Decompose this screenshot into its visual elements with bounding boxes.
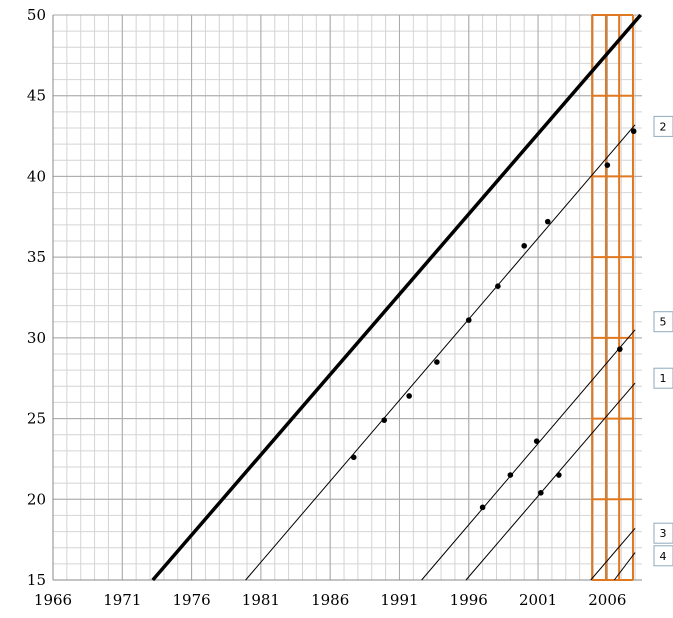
series-line-2 (245, 124, 636, 581)
y-tick-label: 15 (27, 571, 46, 589)
data-point (350, 454, 357, 461)
label-box-frame (653, 115, 673, 137)
data-point (556, 472, 562, 478)
data-point (479, 504, 486, 511)
x-tick-label: 2006 (588, 591, 626, 609)
data-point (617, 346, 623, 352)
y-tick-label: 50 (27, 6, 46, 24)
data-point (495, 283, 501, 290)
data-point (381, 417, 388, 423)
label-box-frame (653, 311, 673, 333)
grid-minor (52, 14, 642, 581)
series-label-box: 4 (653, 545, 673, 567)
x-tick-label: 1986 (311, 591, 349, 609)
x-tick-label: 1976 (172, 591, 210, 609)
data-point (434, 359, 440, 365)
x-tick-label: 1991 (380, 591, 418, 609)
label-box-text: 5 (660, 316, 667, 329)
label-box-text: 4 (660, 550, 667, 563)
y-axis-ticks: 15 20 25 30 35 40 45 50 (27, 6, 46, 589)
label-box-frame (653, 367, 673, 389)
series-label-box: 3 (653, 522, 673, 544)
grid-major (52, 14, 642, 581)
y-tick-label: 25 (27, 410, 46, 428)
data-point (507, 472, 514, 478)
highlight-columns (591, 14, 634, 581)
series-label-box: 1 (653, 367, 673, 389)
y-tick-label: 30 (27, 329, 46, 347)
series-label-box: 5 (653, 311, 673, 333)
label-box-text: 3 (660, 527, 667, 540)
x-tick-label: 1981 (242, 591, 280, 609)
series-line-4 (465, 382, 636, 581)
label-box-text: 1 (660, 372, 667, 385)
label-box-text: 2 (660, 120, 667, 133)
data-point (538, 490, 544, 496)
label-box-frame (653, 522, 673, 544)
series-line-6 (613, 552, 636, 581)
x-axis-ticks: 1966 1971 1976 1981 1986 1991 1996 2001 2006 (34, 591, 627, 609)
data-point (406, 393, 412, 399)
data-point (533, 438, 540, 444)
series-line-3 (421, 329, 636, 581)
x-tick-label: 2001 (519, 591, 557, 609)
label-box-frame (653, 545, 673, 567)
data-point (544, 218, 551, 225)
y-tick-label: 20 (27, 490, 46, 508)
series-group (151, 13, 642, 582)
series-line-1 (151, 13, 642, 582)
y-tick-label: 40 (27, 167, 46, 185)
data-point (521, 243, 527, 249)
series-labels: 2 5 1 3 4 (653, 115, 673, 567)
x-tick-label: 1971 (103, 591, 141, 609)
y-tick-label: 35 (27, 248, 46, 266)
series-line-5 (590, 528, 636, 581)
data-point (465, 317, 472, 323)
x-tick-label: 1996 (450, 591, 488, 609)
data-point (604, 162, 611, 168)
data-point (630, 128, 637, 135)
y-tick-label: 45 (27, 87, 46, 105)
x-tick-label: 1966 (34, 591, 72, 609)
series-label-box: 2 (653, 115, 673, 137)
